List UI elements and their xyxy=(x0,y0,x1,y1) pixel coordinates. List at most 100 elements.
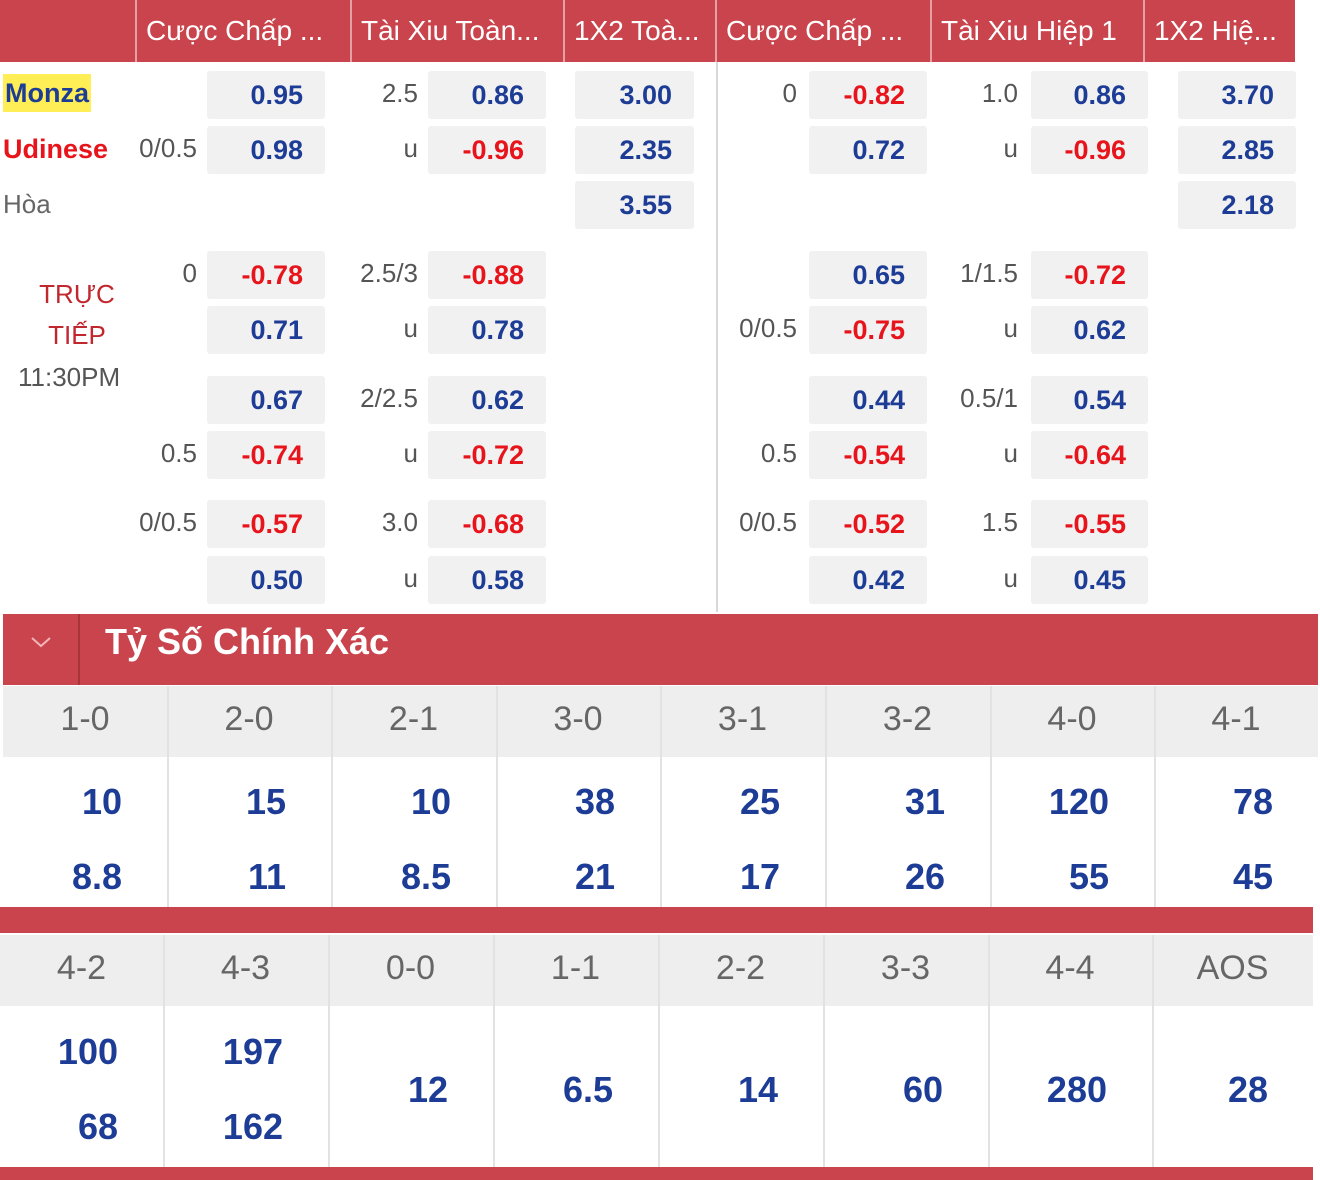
column-header[interactable]: 1X2 Hiệ... xyxy=(1154,15,1277,46)
odds-cell[interactable]: 2.18 xyxy=(1178,181,1296,229)
odds-cell[interactable]: -0.72 xyxy=(428,431,546,479)
score-label: 4-4 xyxy=(1045,949,1095,987)
score-odds[interactable]: 280 xyxy=(1046,1068,1107,1110)
odds-cell[interactable]: -0.74 xyxy=(207,431,325,479)
line-value: 0/0.5 xyxy=(739,313,797,343)
section-bar[interactable] xyxy=(3,614,1318,685)
score-odds[interactable]: 55 xyxy=(1068,856,1109,897)
score-odds[interactable]: 25 xyxy=(739,781,780,822)
odds-cell[interactable]: 0.62 xyxy=(428,376,546,424)
odds-cell[interactable]: 0.95 xyxy=(207,71,325,119)
score-odds[interactable]: 60 xyxy=(902,1068,943,1110)
line-value: 0 xyxy=(182,258,197,288)
column-header[interactable]: Tài Xiu Toàn... xyxy=(361,15,540,46)
odds-cell[interactable]: -0.54 xyxy=(809,431,927,479)
line-value: 1/1.5 xyxy=(960,258,1018,288)
section-divider xyxy=(78,614,80,685)
score-label: 0-0 xyxy=(385,949,436,987)
column-divider xyxy=(328,935,330,1167)
header-divider xyxy=(350,0,352,62)
odds-cell[interactable]: 0.45 xyxy=(1031,556,1148,604)
odds-cell[interactable]: -0.82 xyxy=(809,71,927,119)
odds-cell[interactable]: -0.75 xyxy=(809,306,927,354)
score-odds[interactable]: 28 xyxy=(1227,1068,1268,1110)
odds-cell[interactable]: -0.78 xyxy=(207,251,325,299)
odds-cell[interactable]: -0.88 xyxy=(428,251,546,299)
odds-cell[interactable]: 0.78 xyxy=(428,306,546,354)
line-value: 0/0.5 xyxy=(139,507,197,537)
column-header[interactable]: Cược Chấp ... xyxy=(726,15,904,46)
odds-cell[interactable]: 0.86 xyxy=(428,71,546,119)
odds-cell[interactable]: 3.55 xyxy=(575,181,694,229)
odds-cell[interactable]: 0.44 xyxy=(809,376,927,424)
column-header[interactable]: Cược Chấp ... xyxy=(146,15,324,46)
odds-cell[interactable]: 0.65 xyxy=(809,251,927,299)
score-odds[interactable]: 14 xyxy=(737,1068,778,1110)
odds-cell[interactable]: 0.72 xyxy=(809,126,927,174)
score-odds[interactable]: 38 xyxy=(574,781,615,822)
odds-cell[interactable]: 2.35 xyxy=(575,126,694,174)
odds-cell[interactable]: -0.64 xyxy=(1031,431,1148,479)
score-odds[interactable]: 197 xyxy=(222,1031,283,1072)
line-value: 2.5 xyxy=(381,78,418,108)
line-value: 1.0 xyxy=(981,78,1018,108)
column-header[interactable]: Tài Xiu Hiệp 1 xyxy=(941,15,1117,46)
odds-cell[interactable]: -0.96 xyxy=(428,126,546,174)
score-label: 1-1 xyxy=(550,949,601,987)
away-team: Udinese xyxy=(3,134,109,164)
score-odds[interactable]: 6.5 xyxy=(562,1068,613,1110)
score-odds[interactable]: 100 xyxy=(57,1031,118,1072)
divider xyxy=(716,62,718,612)
score-odds[interactable]: 31 xyxy=(904,781,945,822)
score-odds[interactable]: 8.8 xyxy=(71,856,122,897)
separator-bar xyxy=(0,907,1313,933)
odds-cell[interactable]: -0.57 xyxy=(207,500,325,548)
line-value: 0 xyxy=(782,78,797,108)
score-label: 4-3 xyxy=(220,949,271,987)
odds-cell[interactable]: -0.68 xyxy=(428,500,546,548)
column-header[interactable]: 1X2 Toà... xyxy=(574,15,700,46)
odds-cell[interactable]: 0.67 xyxy=(207,376,325,424)
score-odds[interactable]: 17 xyxy=(739,856,780,897)
score-odds[interactable]: 10 xyxy=(410,781,451,822)
line-value: u xyxy=(1003,133,1018,163)
odds-cell[interactable]: -0.55 xyxy=(1031,500,1148,548)
line-value: 0/0.5 xyxy=(739,507,797,537)
score-odds[interactable]: 120 xyxy=(1048,781,1109,822)
odds-cell[interactable]: 3.70 xyxy=(1178,71,1296,119)
odds-cell[interactable]: 3.00 xyxy=(575,71,694,119)
odds-cell[interactable]: 0.98 xyxy=(207,126,325,174)
odds-cell[interactable]: 0.86 xyxy=(1031,71,1148,119)
score-odds[interactable]: 10 xyxy=(81,781,122,822)
odds-cell[interactable]: 0.58 xyxy=(428,556,546,604)
odds-cell[interactable]: -0.52 xyxy=(809,500,927,548)
line-value: u xyxy=(1003,438,1018,468)
score-odds[interactable]: 11 xyxy=(247,856,286,897)
score-odds[interactable]: 45 xyxy=(1232,856,1273,897)
score-odds[interactable]: 21 xyxy=(574,856,615,897)
odds-cell[interactable]: -0.96 xyxy=(1031,126,1148,174)
chevron-icon[interactable] xyxy=(28,632,54,652)
odds-cell[interactable]: 2.85 xyxy=(1178,126,1296,174)
header-divider xyxy=(930,0,932,62)
odds-cell[interactable]: 0.54 xyxy=(1031,376,1148,424)
column-divider xyxy=(331,686,333,907)
score-odds[interactable]: 162 xyxy=(222,1106,283,1147)
score-odds[interactable]: 78 xyxy=(1232,781,1273,822)
score-odds[interactable]: 68 xyxy=(77,1106,118,1147)
score-odds[interactable]: 8.5 xyxy=(400,856,451,897)
odds-cell[interactable]: 0.71 xyxy=(207,306,325,354)
column-divider xyxy=(163,935,165,1167)
score-odds[interactable]: 15 xyxy=(245,781,286,822)
odds-cell[interactable]: 0.42 xyxy=(809,556,927,604)
score-odds[interactable]: 12 xyxy=(407,1068,448,1110)
line-value: u xyxy=(403,313,418,343)
score-odds[interactable]: 26 xyxy=(904,856,945,897)
score-label: 3-1 xyxy=(717,700,768,738)
odds-cell[interactable]: 0.62 xyxy=(1031,306,1148,354)
header-divider xyxy=(715,0,717,62)
odds-cell[interactable]: -0.72 xyxy=(1031,251,1148,299)
odds-cell[interactable]: 0.50 xyxy=(207,556,325,604)
score-label: 2-0 xyxy=(224,700,274,738)
